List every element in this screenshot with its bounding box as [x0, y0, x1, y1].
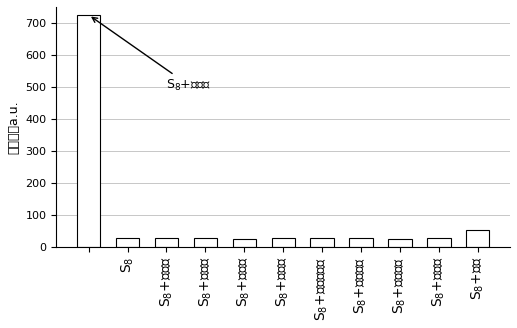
Bar — [77, 15, 100, 247]
Bar — [116, 238, 139, 247]
Bar — [194, 238, 217, 247]
Y-axis label: 荧光强度a.u.: 荧光强度a.u. — [7, 100, 20, 154]
Bar — [233, 239, 256, 247]
Bar — [349, 238, 373, 247]
Bar — [466, 230, 490, 247]
Bar — [388, 239, 412, 247]
Bar — [310, 238, 334, 247]
Bar — [271, 238, 295, 247]
Text: S$_8$+氟离子: S$_8$+氟离子 — [92, 17, 212, 93]
Bar — [155, 238, 178, 247]
Bar — [427, 238, 450, 247]
